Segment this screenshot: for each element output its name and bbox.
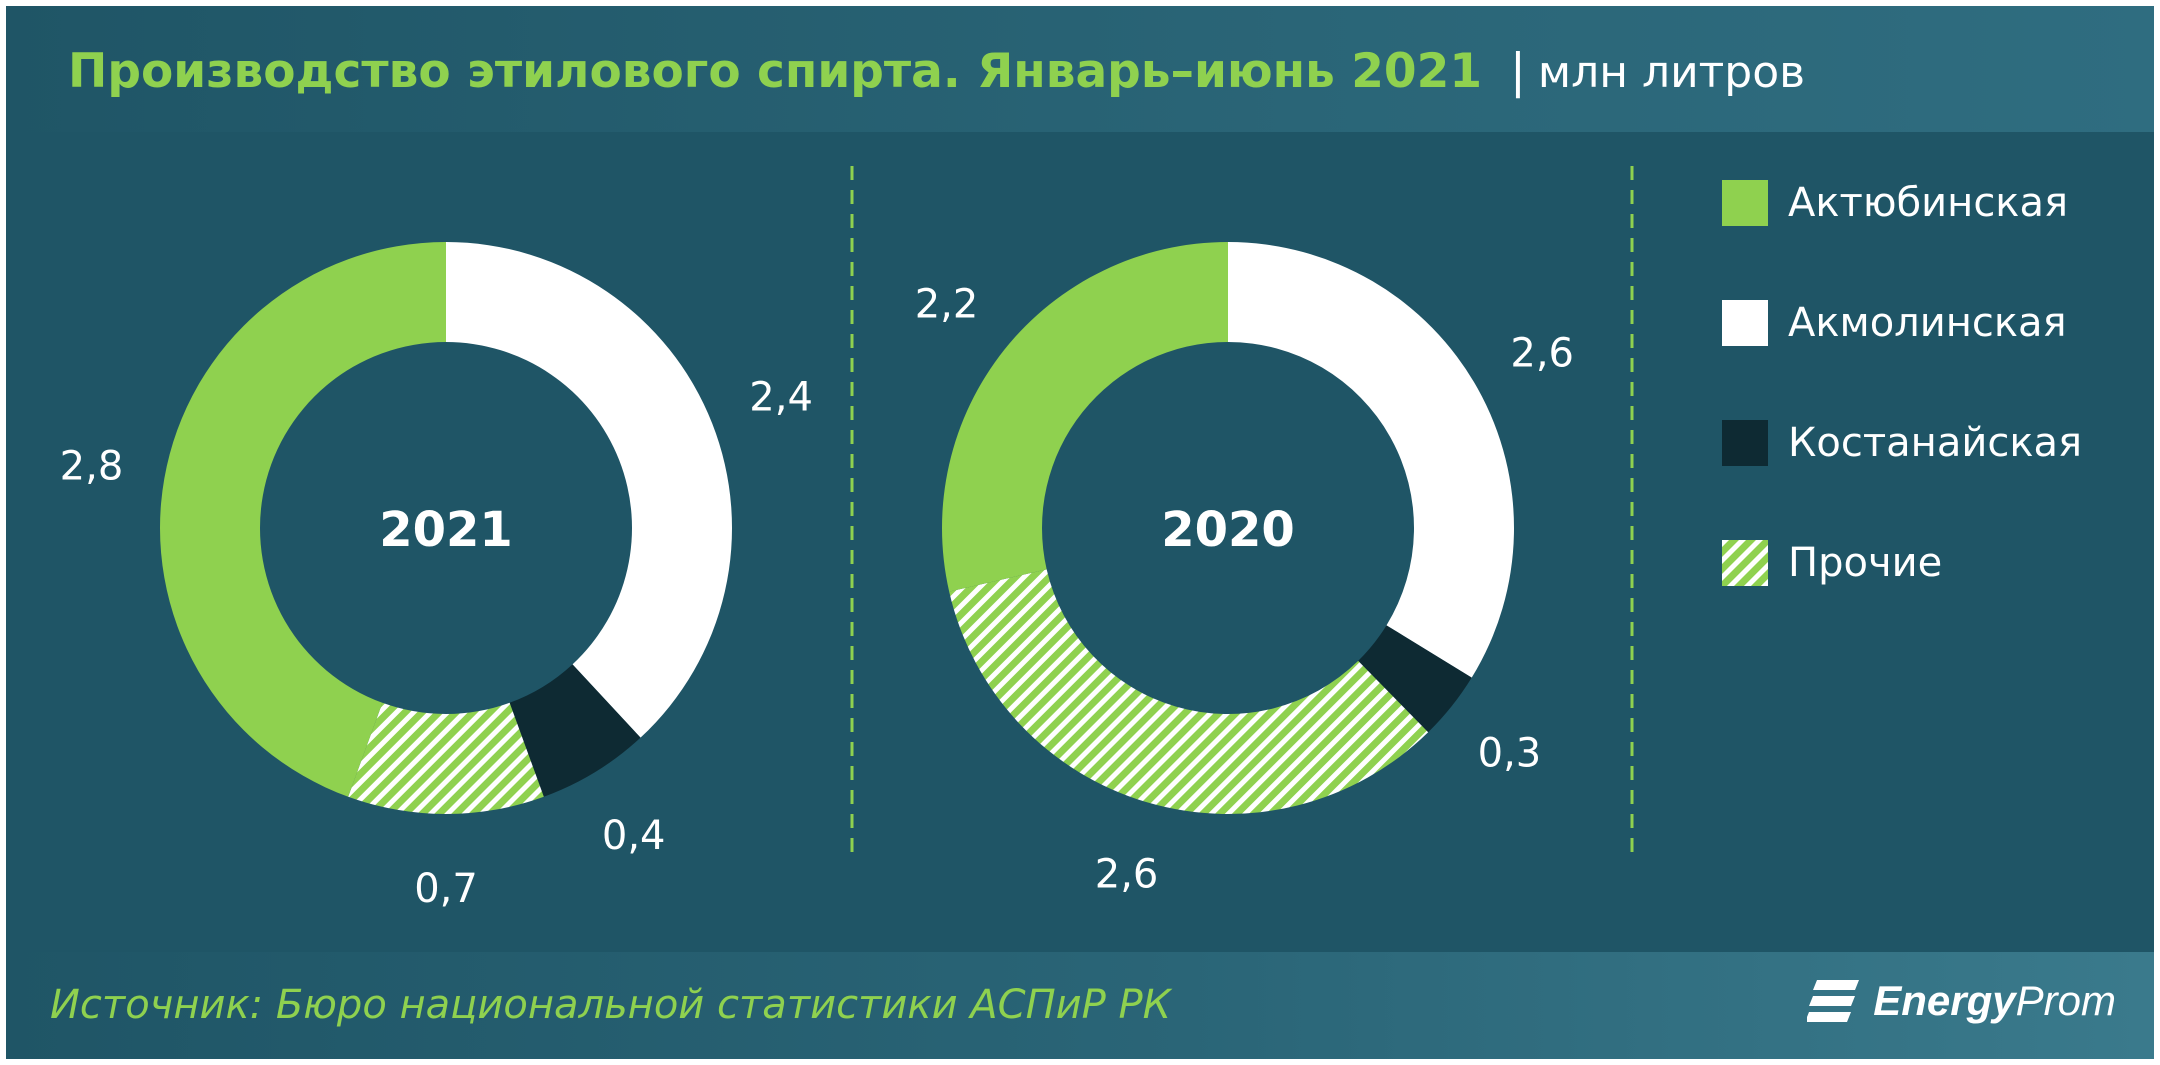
2021-slice-aktobe [160, 242, 446, 797]
2021-slice-akmola [446, 242, 732, 738]
2020-slice-kostanay [1358, 625, 1472, 733]
title-unit: млн литров [1537, 47, 1806, 98]
2020-value-label: 2,2 [915, 282, 979, 328]
logo-text: EnergyProm [1873, 977, 2116, 1025]
legend-swatch-kostanay [1722, 420, 1768, 466]
legend-item-kostanay: Костанайская [1722, 416, 2082, 470]
legend-item-akmola: Акмолинская [1722, 296, 2082, 350]
header-bar: Производство этилового спирта. Январь–ию… [6, 6, 2154, 132]
infographic-frame: Производство этилового спирта. Январь–ию… [6, 6, 2154, 1059]
donut-charts: 2,4 0,4 0,7 2,8 2021 2,6 0,3 2,6 2,2 2020 [60, 166, 1634, 912]
2020-slice-akmola [1228, 242, 1514, 678]
2020-value-label: 2,6 [1095, 851, 1159, 897]
2021-value-label: 2,8 [60, 443, 124, 489]
title-separator: | [1510, 44, 1526, 99]
chart-title: Производство этилового спирта. Январь–ию… [68, 44, 1805, 99]
2021-slice-other [348, 702, 544, 814]
2021-slice-kostanay [509, 664, 641, 797]
2021-value-label: 2,4 [749, 374, 813, 420]
legend-label: Акмолинская [1788, 300, 2067, 346]
legend-label: Актюбинская [1788, 180, 2069, 226]
2020-slice-other [949, 569, 1429, 814]
legend-swatch-akmola [1722, 300, 1768, 346]
logo-text-bold: Energy [1873, 977, 2016, 1024]
2020-value-label: 2,6 [1510, 330, 1574, 376]
2021-value-label: 0,7 [414, 866, 478, 912]
2020-value-label: 0,3 [1478, 730, 1542, 776]
legend-item-other: Прочие [1722, 536, 2082, 590]
footer-bar: Источник: Бюро национальной статистики А… [6, 952, 2154, 1059]
legend: Актюбинская Акмолинская Костанайская Про… [1722, 176, 2082, 656]
legend-label: Костанайская [1788, 420, 2083, 466]
legend-item-aktobe: Актюбинская [1722, 176, 2082, 230]
2021-value-label: 0,4 [602, 813, 666, 859]
logo-text-rest: Prom [2015, 977, 2116, 1024]
title-text: Производство этилового спирта. Январь–ию… [68, 44, 1483, 99]
2020-slice-aktobe [942, 242, 1228, 592]
legend-label: Прочие [1788, 540, 1943, 586]
energyprom-logo-icon [1807, 980, 1860, 1022]
donut-center-label-2020: 2020 [1161, 502, 1295, 558]
donut-center-label-2021: 2021 [379, 502, 513, 558]
energyprom-logo: EnergyProm [1807, 976, 2116, 1026]
source-note: Источник: Бюро национальной статистики А… [50, 982, 1171, 1028]
legend-swatch-aktobe [1722, 180, 1768, 226]
legend-swatch-other [1722, 540, 1768, 586]
